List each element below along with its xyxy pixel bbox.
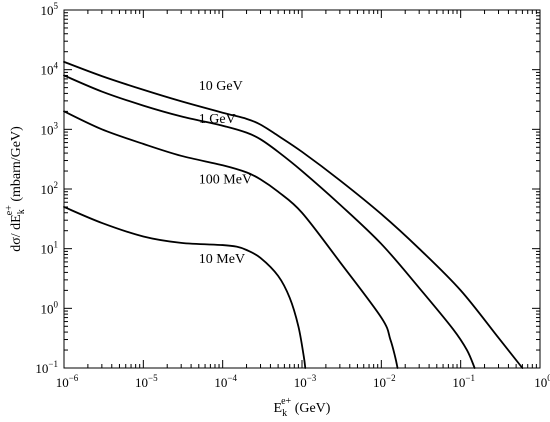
series-line-1-gev	[63, 74, 476, 369]
x-tick-label: 10−2	[373, 373, 396, 390]
series-label-100-mev: 100 MeV	[199, 172, 252, 187]
series-line-10-mev	[63, 206, 307, 369]
x-tick-label: 10−4	[214, 373, 237, 390]
y-tick-label: 100	[41, 299, 59, 316]
y-axis-label-sub: k	[16, 209, 27, 214]
y-axis-label: dσ/ dEke+ (mbarn/GeV)	[4, 126, 27, 252]
x-tick-label: 100	[534, 373, 550, 390]
y-axis-label-unit: (mbarn/GeV)	[9, 126, 24, 205]
x-tick-label: 10−1	[452, 373, 475, 390]
series-label-10-gev: 10 GeV	[199, 79, 243, 94]
x-axis-label-unit: (GeV)	[291, 401, 331, 416]
series-line-100-mev	[63, 110, 399, 369]
x-axis-label-sub: k	[282, 408, 287, 419]
y-tick-label: 104	[41, 61, 59, 78]
y-axis-label-sup: e+	[4, 205, 15, 215]
curve-labels: 10 GeV 1 GeV 100 MeV 10 MeV	[199, 79, 252, 267]
y-tick-label: 10−1	[35, 359, 58, 376]
series-line-10-gev	[63, 60, 524, 369]
y-tick-label: 101	[41, 240, 59, 257]
axis-ticks	[63, 9, 541, 369]
y-tick-label: 102	[41, 180, 59, 197]
x-tick-label: 10−5	[135, 373, 158, 390]
series-label-10-mev: 10 MeV	[199, 252, 245, 267]
y-axis-label-prefix: dσ/ dE	[9, 214, 24, 252]
x-axis-label-base: E	[274, 401, 283, 416]
y-tick-label: 103	[41, 120, 59, 137]
x-tick-label: 10−6	[56, 373, 79, 390]
x-axis-label: Eke+ (GeV)	[274, 396, 331, 419]
x-tick-label: 10−3	[294, 373, 317, 390]
series-curves	[63, 60, 524, 369]
x-axis-label-sup: e+	[281, 396, 291, 407]
tick-labels: 10−6 10−5 10−4 10−3 10−2 10−1 100 10−1 100 101 102…	[35, 1, 550, 390]
y-tick-label: 105	[41, 1, 59, 18]
plot-frame	[63, 9, 541, 369]
series-label-1-gev: 1 GeV	[199, 112, 236, 127]
